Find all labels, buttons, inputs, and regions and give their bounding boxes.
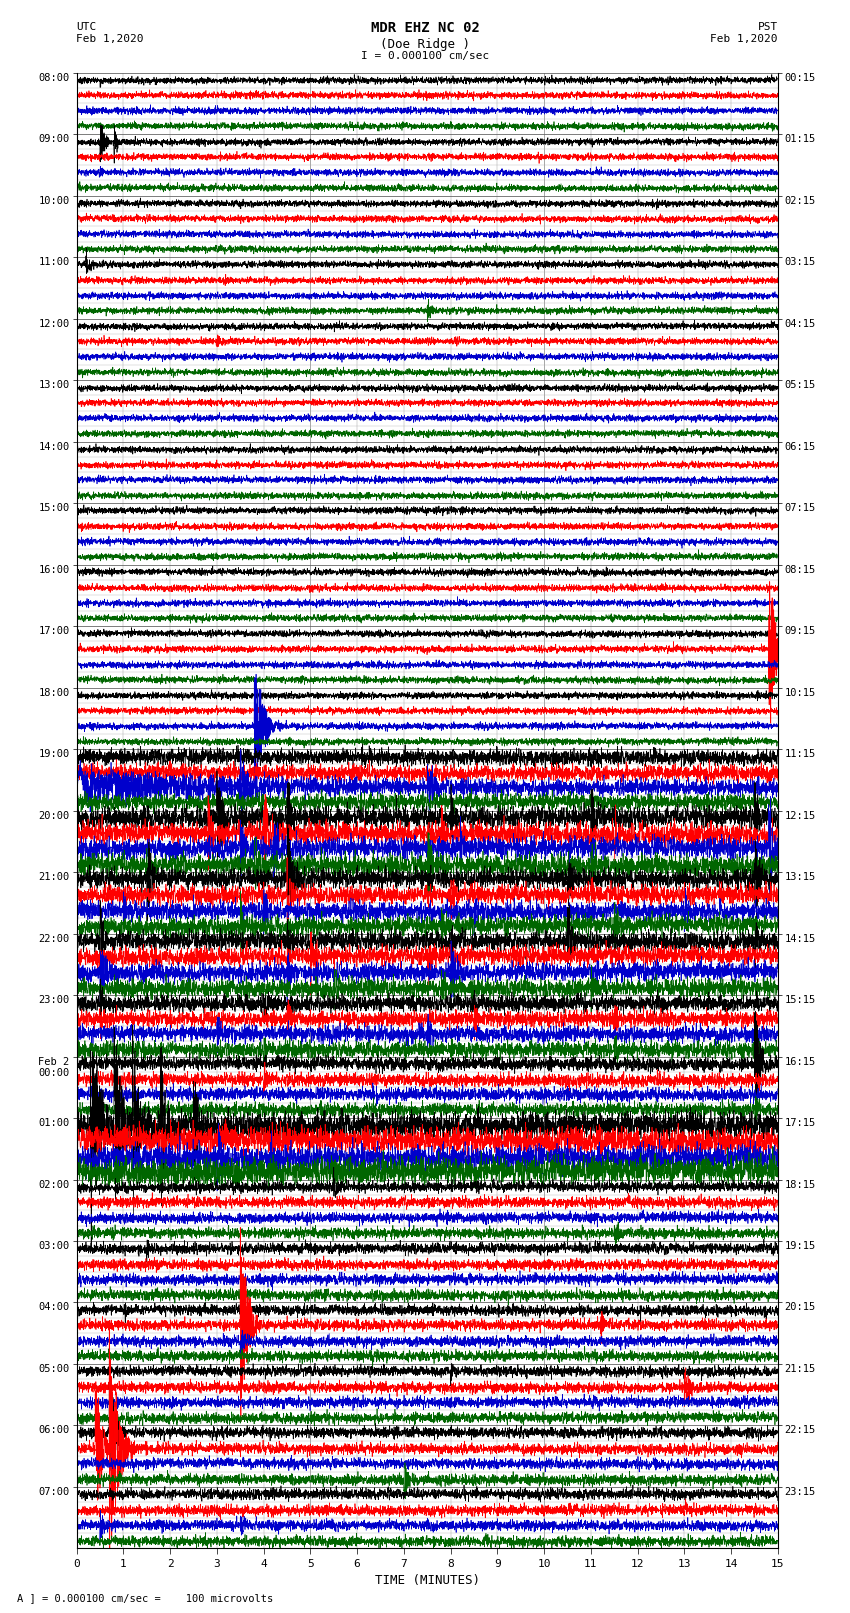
- Text: (Doe Ridge ): (Doe Ridge ): [380, 37, 470, 50]
- Text: Feb 1,2020: Feb 1,2020: [711, 34, 778, 44]
- Text: MDR EHZ NC 02: MDR EHZ NC 02: [371, 21, 479, 35]
- X-axis label: TIME (MINUTES): TIME (MINUTES): [375, 1574, 479, 1587]
- Text: PST: PST: [757, 23, 778, 32]
- Text: I = 0.000100 cm/sec: I = 0.000100 cm/sec: [361, 52, 489, 61]
- Text: Feb 1,2020: Feb 1,2020: [76, 34, 144, 44]
- Text: UTC: UTC: [76, 23, 97, 32]
- Text: A ] = 0.000100 cm/sec =    100 microvolts: A ] = 0.000100 cm/sec = 100 microvolts: [17, 1594, 273, 1603]
